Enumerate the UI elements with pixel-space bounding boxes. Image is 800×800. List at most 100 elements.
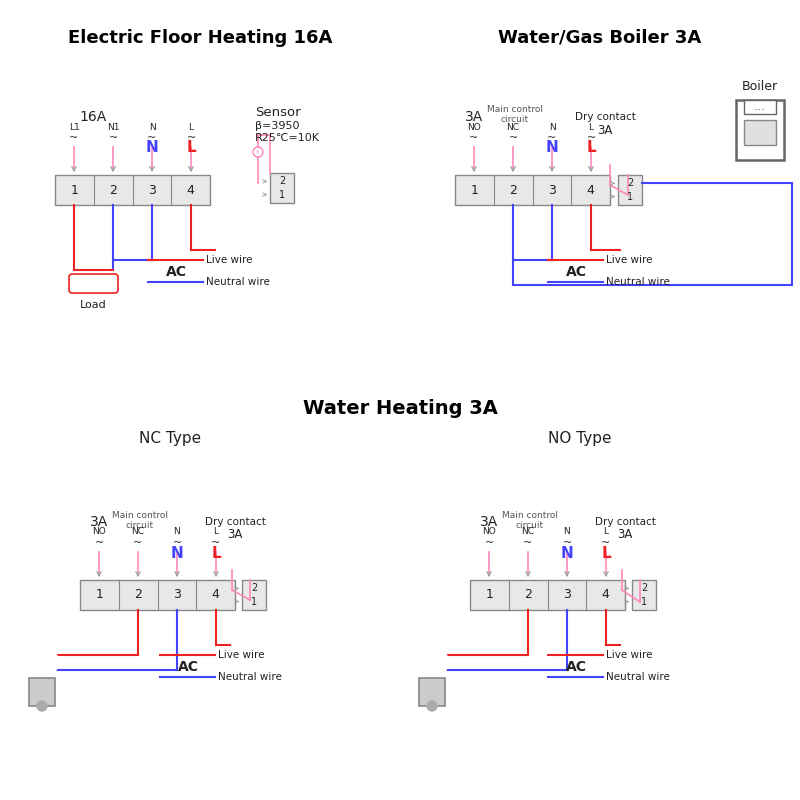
Text: L: L [589, 122, 594, 131]
Text: NO Type: NO Type [548, 430, 612, 446]
Bar [80, 580, 235, 610]
Text: 2: 2 [109, 183, 117, 197]
Text: 3: 3 [548, 183, 556, 197]
Text: NC Type: NC Type [139, 430, 201, 446]
Bar [744, 120, 776, 145]
Text: N: N [174, 527, 180, 537]
Text: NC: NC [522, 527, 534, 537]
Text: ~: ~ [586, 133, 596, 143]
Text: ~: ~ [147, 133, 157, 143]
Text: ~: ~ [186, 133, 196, 143]
Text: NC: NC [506, 122, 519, 131]
Text: ~: ~ [508, 133, 518, 143]
Text: N1: N1 [106, 122, 119, 131]
Circle shape [26, 646, 58, 678]
Text: 1: 1 [251, 597, 257, 606]
Text: ~: ~ [108, 133, 118, 143]
Bar [242, 580, 266, 610]
Text: L: L [189, 122, 194, 131]
Bar [470, 580, 625, 610]
Bar [736, 100, 784, 160]
Text: 16A: 16A [79, 110, 106, 124]
FancyBboxPatch shape [69, 274, 118, 293]
Text: L: L [211, 546, 221, 561]
Text: 4: 4 [586, 183, 594, 197]
Text: ~: ~ [134, 538, 142, 548]
Text: 2: 2 [279, 176, 285, 186]
Text: Live wire: Live wire [606, 255, 653, 265]
Bar [29, 678, 55, 706]
Circle shape [427, 701, 437, 711]
Text: N: N [564, 527, 570, 537]
Text: Dry contact: Dry contact [574, 112, 635, 122]
Text: 3A: 3A [618, 529, 633, 542]
Text: ~: ~ [547, 133, 557, 143]
Text: Boiler: Boiler [742, 79, 778, 93]
Bar [455, 175, 610, 205]
Text: L: L [214, 527, 218, 537]
Text: NC: NC [131, 527, 145, 537]
Text: ~: ~ [562, 538, 572, 548]
Text: L: L [601, 546, 611, 561]
Text: Neutral wire: Neutral wire [606, 672, 670, 682]
Text: L1: L1 [69, 122, 79, 131]
Text: Neutral wire: Neutral wire [206, 277, 270, 287]
Bar [632, 580, 656, 610]
Text: ...: ... [754, 101, 766, 114]
Text: 3: 3 [563, 589, 571, 602]
Text: AC: AC [566, 265, 586, 279]
Text: Main control: Main control [502, 510, 558, 519]
Bar [744, 100, 776, 114]
Text: AC: AC [166, 265, 186, 279]
Text: 2: 2 [134, 589, 142, 602]
Text: Neutral wire: Neutral wire [218, 672, 282, 682]
Text: Water/Gas Boiler 3A: Water/Gas Boiler 3A [498, 29, 702, 47]
Text: Live wire: Live wire [606, 650, 653, 660]
Text: 3A: 3A [90, 515, 108, 529]
Text: N: N [561, 546, 574, 561]
Text: 1: 1 [627, 192, 633, 202]
Text: ~: ~ [172, 538, 182, 548]
Text: circuit: circuit [126, 521, 154, 530]
Text: Main control: Main control [487, 106, 543, 114]
Text: 4: 4 [602, 589, 610, 602]
Text: Dry contact: Dry contact [205, 517, 266, 527]
Circle shape [416, 646, 448, 678]
Text: 3: 3 [173, 589, 181, 602]
Text: Live wire: Live wire [206, 255, 253, 265]
Text: 1: 1 [641, 597, 647, 606]
Text: ~: ~ [523, 538, 533, 548]
Text: N: N [546, 141, 558, 155]
Bar [270, 173, 294, 203]
Text: Electric Floor Heating 16A: Electric Floor Heating 16A [68, 29, 332, 47]
Text: N: N [170, 546, 183, 561]
Text: 3: 3 [148, 183, 156, 197]
Text: 3A: 3A [465, 110, 483, 124]
Circle shape [37, 701, 47, 711]
Text: NO: NO [467, 122, 481, 131]
Text: 2: 2 [627, 178, 633, 188]
Text: ~: ~ [602, 538, 610, 548]
Text: 1: 1 [70, 183, 78, 197]
Text: ~: ~ [470, 133, 478, 143]
Bar [419, 678, 445, 706]
Text: L: L [186, 141, 196, 155]
Text: AC: AC [566, 660, 586, 674]
Text: 1: 1 [95, 589, 103, 602]
Text: Main control: Main control [112, 510, 168, 519]
Text: 4: 4 [212, 589, 219, 602]
Text: Load: Load [80, 300, 107, 310]
Text: 2: 2 [251, 583, 257, 594]
Text: N: N [549, 122, 555, 131]
Text: 4: 4 [186, 183, 194, 197]
Text: 2: 2 [641, 583, 647, 594]
Text: Dry contact: Dry contact [594, 517, 655, 527]
Text: 1: 1 [486, 589, 494, 602]
Text: Water Heating 3A: Water Heating 3A [302, 398, 498, 418]
Text: Neutral wire: Neutral wire [606, 277, 670, 287]
Text: AC: AC [178, 660, 198, 674]
Text: 2: 2 [524, 589, 532, 602]
Text: 2: 2 [509, 183, 517, 197]
Bar [618, 175, 642, 205]
Text: ~: ~ [211, 538, 221, 548]
